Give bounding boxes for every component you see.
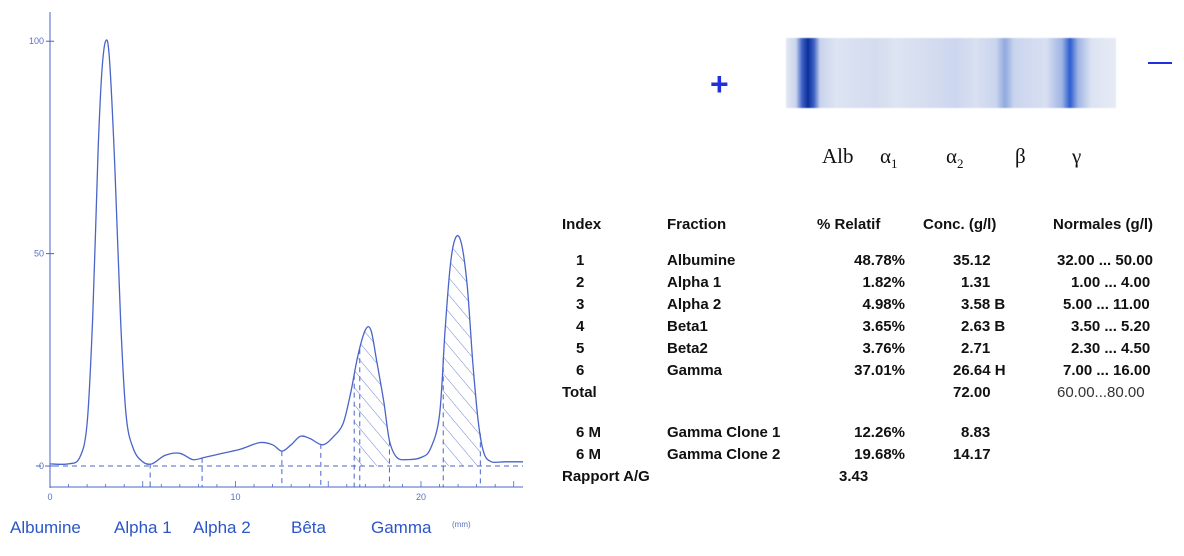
x-unit-label: (mm) bbox=[452, 520, 471, 529]
header-relatif: % Relatif bbox=[817, 216, 881, 233]
gel-anode-plus: + bbox=[710, 66, 729, 102]
gel-label-alb: Alb bbox=[822, 144, 854, 168]
hatched-peak-area bbox=[443, 237, 481, 466]
chart-marks bbox=[49, 39, 523, 487]
table-row: 2 Alpha 1 1.82% 1.31 1.00 ... 4.00 bbox=[576, 274, 1151, 291]
header-conc: Conc. (g/l) bbox=[923, 216, 997, 233]
x-tick-label: 20 bbox=[416, 492, 426, 502]
hatched-peak-area bbox=[354, 330, 390, 466]
region-label-alpha2: Alpha 2 bbox=[193, 518, 251, 537]
gel-label-gamma: γ bbox=[1072, 144, 1082, 168]
gel-label-alpha2: α2 bbox=[946, 144, 964, 172]
table-total-row: Total 72.00 60.00...80.00 bbox=[562, 384, 1145, 401]
electrophoregram-chart: 0 50 100 0 10 20 (mm) bbox=[29, 12, 523, 529]
y-tick-label: 0 bbox=[39, 461, 44, 471]
region-label-alpha1: Alpha 1 bbox=[114, 518, 172, 537]
gel-label-beta: β bbox=[1015, 144, 1026, 168]
x-tick-label: 10 bbox=[230, 492, 240, 502]
table-row: 6 Gamma 37.01% 26.64 H 7.00 ... 16.00 bbox=[576, 362, 1151, 379]
table-clone-row: 6 M Gamma Clone 1 12.26% 8.83 bbox=[576, 424, 991, 441]
header-index: Index bbox=[562, 216, 602, 233]
table-row: 3 Alpha 2 4.98% 3.58 B 5.00 ... 11.00 bbox=[576, 296, 1150, 313]
table-row: 1 Albumine 48.78% 35.12 32.00 ... 50.00 bbox=[576, 252, 1153, 269]
region-label-albumine: Albumine bbox=[10, 518, 81, 537]
y-tick-label: 50 bbox=[34, 249, 44, 259]
table-clone-row: 6 M Gamma Clone 2 19.68% 14.17 bbox=[576, 446, 991, 463]
table-ratio-row: Rapport A/G 3.43 bbox=[562, 468, 869, 485]
y-tick-label: 100 bbox=[29, 36, 44, 46]
gel-strip-image bbox=[786, 38, 1116, 108]
region-label-beta: Bêta bbox=[291, 518, 326, 537]
header-normales: Normales (g/l) bbox=[1053, 216, 1154, 233]
region-label-gamma: Gamma bbox=[371, 518, 432, 537]
table-header-row: Index Fraction % Relatif Conc. (g/l) Nor… bbox=[562, 210, 1177, 240]
gel-cathode-minus bbox=[1148, 62, 1172, 64]
x-tick-label: 0 bbox=[47, 492, 52, 502]
fraction-table: Index Fraction % Relatif Conc. (g/l) Nor… bbox=[562, 210, 1177, 488]
densitometry-curve-line bbox=[49, 39, 523, 465]
chart-axes bbox=[36, 12, 523, 488]
table-row: 4 Beta1 3.65% 2.63 B 3.50 ... 5.20 bbox=[576, 318, 1151, 335]
chart-ticks: 0 50 100 0 10 20 (mm) bbox=[29, 36, 515, 529]
header-fraction: Fraction bbox=[667, 216, 727, 233]
table-row: 5 Beta2 3.76% 2.71 2.30 ... 4.50 bbox=[576, 340, 1151, 357]
gel-label-alpha1: α1 bbox=[880, 144, 898, 172]
